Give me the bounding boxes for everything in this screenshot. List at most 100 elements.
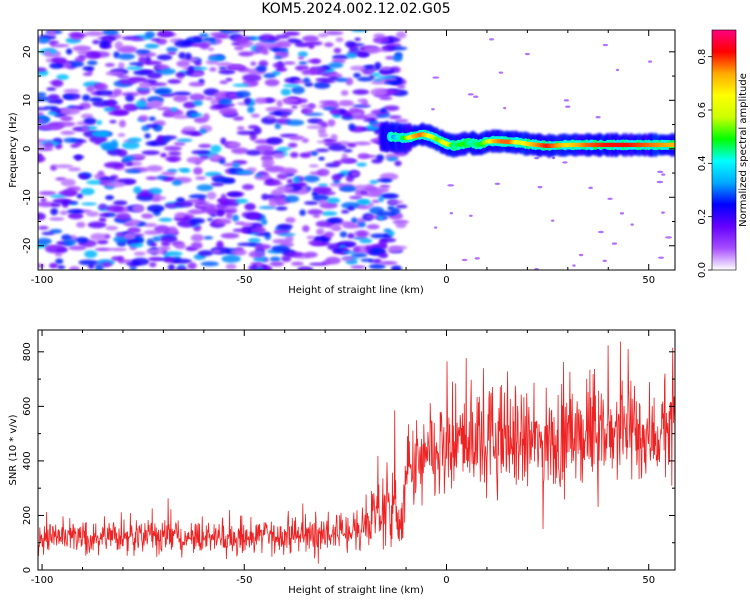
noise-blob xyxy=(349,65,367,71)
noise-blob xyxy=(283,31,300,36)
noise-blob xyxy=(250,61,257,66)
noise-blob xyxy=(154,65,167,70)
noise-blob xyxy=(42,124,62,131)
noise-blob xyxy=(233,35,250,44)
x-tick-label: -50 xyxy=(236,275,252,286)
noise-blob xyxy=(145,176,158,180)
noise-blob xyxy=(156,54,173,61)
noise-blob xyxy=(282,84,300,88)
noise-blob xyxy=(254,97,267,104)
noise-blob xyxy=(86,180,104,185)
noise-dot xyxy=(467,93,474,96)
noise-blob xyxy=(255,65,267,72)
noise-blob xyxy=(204,96,214,101)
noise-blob xyxy=(49,262,59,269)
noise-blob xyxy=(76,193,84,199)
noise-blob xyxy=(218,159,226,165)
noise-blob xyxy=(38,92,47,97)
noise-blob xyxy=(190,233,204,242)
noise-blob xyxy=(318,199,328,205)
snr-y-axis-label: SNR (10 * v/v) xyxy=(8,414,19,485)
noise-blob xyxy=(303,201,319,205)
noise-blob xyxy=(344,40,356,48)
noise-blob xyxy=(191,72,205,76)
noise-blob xyxy=(143,223,157,228)
noise-dot xyxy=(551,219,555,222)
noise-blob xyxy=(223,112,239,116)
noise-blob xyxy=(113,88,123,97)
noise-blob xyxy=(328,76,339,81)
noise-blob xyxy=(145,123,158,129)
noise-dot xyxy=(648,60,653,63)
noise-blob xyxy=(216,240,224,249)
noise-blob xyxy=(378,196,385,203)
noise-blob xyxy=(243,97,251,105)
noise-blob xyxy=(129,242,144,248)
noise-blob xyxy=(90,233,107,241)
noise-dot xyxy=(447,184,455,187)
noise-blob xyxy=(105,181,126,188)
noise-blob xyxy=(167,226,178,235)
noise-blob xyxy=(315,148,330,153)
noise-blob xyxy=(175,267,188,270)
noise-blob xyxy=(131,204,145,213)
noise-blob xyxy=(271,245,290,252)
noise-dot xyxy=(615,68,620,72)
noise-blob xyxy=(165,155,182,163)
noise-blob xyxy=(99,141,119,149)
noise-blob xyxy=(150,100,164,107)
noise-blob xyxy=(335,77,348,83)
colorbar-tick-label: 0.8 xyxy=(697,49,708,65)
noise-dot xyxy=(611,242,618,245)
noise-blob xyxy=(330,134,338,140)
snr-series-line xyxy=(38,341,675,564)
noise-blob xyxy=(156,175,168,180)
noise-blob xyxy=(89,97,103,103)
noise-blob xyxy=(115,212,131,221)
noise-blob xyxy=(98,217,107,223)
noise-blob xyxy=(81,202,98,206)
noise-blob xyxy=(117,53,135,60)
noise-blob xyxy=(49,217,65,221)
noise-blob xyxy=(255,144,274,153)
noise-blob xyxy=(280,88,292,96)
noise-dot xyxy=(534,156,540,160)
noise-blob xyxy=(50,107,61,112)
noise-blob xyxy=(248,237,261,243)
noise-blob xyxy=(255,173,262,177)
noise-blob xyxy=(38,237,52,245)
noise-blob xyxy=(171,179,182,186)
noise-blob xyxy=(158,217,173,222)
noise-blob xyxy=(226,30,247,33)
colorbar-ticks: 0.0 0.2 0.4 0.6 0.8 xyxy=(697,49,712,278)
noise-blob xyxy=(65,48,73,55)
noise-blob xyxy=(352,89,370,95)
noise-blob xyxy=(62,188,77,197)
noise-blob xyxy=(378,240,388,248)
noise-blob xyxy=(288,135,305,141)
noise-blob xyxy=(302,35,319,43)
noise-dot xyxy=(563,99,570,102)
noise-blob xyxy=(148,116,156,122)
noise-blob xyxy=(152,236,161,242)
noise-blob xyxy=(196,184,214,192)
noise-blob xyxy=(245,149,262,156)
noise-blob xyxy=(220,232,240,239)
noise-blob xyxy=(388,115,402,120)
noise-blob xyxy=(104,63,115,67)
noise-blob xyxy=(299,209,306,216)
noise-blob xyxy=(176,138,193,142)
noise-blob xyxy=(182,126,197,133)
noise-blob xyxy=(291,261,304,266)
noise-blob xyxy=(216,62,233,67)
noise-blob xyxy=(75,139,87,144)
noise-blob xyxy=(127,137,142,142)
noise-blob xyxy=(175,72,186,77)
noise-blob xyxy=(308,43,315,49)
ridge-core xyxy=(670,142,675,148)
noise-blob xyxy=(41,231,55,236)
noise-blob xyxy=(138,81,151,90)
noise-blob xyxy=(172,258,192,264)
y-tick-label: 0 xyxy=(22,567,33,573)
noise-blob xyxy=(174,243,187,250)
